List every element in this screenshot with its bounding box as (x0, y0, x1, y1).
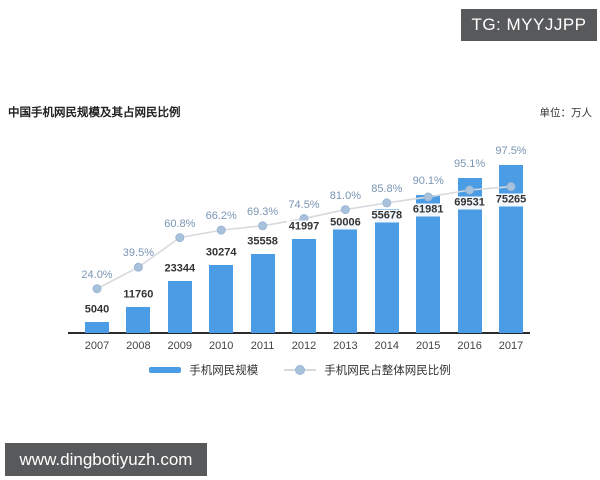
line-point-2013 (340, 205, 350, 215)
bar-2009 (167, 280, 192, 333)
bar-2015 (416, 194, 441, 333)
x-tick-2016: 2016 (457, 340, 482, 352)
chart-title: 中国手机网民规模及其占网民比例 (8, 107, 181, 119)
legend-item-bar-series: 手机网民规模 (149, 362, 258, 378)
x-axis-line (68, 332, 530, 334)
bar-2012 (292, 239, 316, 333)
bar-2007 (85, 321, 109, 333)
line-point-2010 (216, 225, 226, 235)
bar-2011 (250, 253, 275, 333)
line-point-2016 (465, 185, 475, 195)
percent-label-2011: 69.3% (246, 205, 279, 218)
bar-2010 (209, 265, 234, 333)
line-point-2017 (506, 182, 516, 192)
legend-line-label: 手机网民占整体网民比例 (324, 365, 451, 377)
x-tick-2013: 2013 (333, 340, 358, 352)
bar-series-swatch-icon (149, 367, 182, 373)
bar-2014 (374, 208, 399, 333)
x-tick-2008: 2008 (126, 340, 151, 352)
line-point-2011 (258, 221, 268, 231)
percent-label-2014: 85.8% (371, 182, 403, 195)
percent-label-2009: 60.8% (164, 217, 196, 230)
value-label-2015: 61981 (410, 203, 446, 217)
percent-label-2008: 39.5% (122, 247, 154, 260)
percent-label-2012: 74.5% (288, 198, 320, 211)
percent-label-2016: 95.1% (453, 157, 486, 170)
value-label-2012: 41997 (286, 220, 322, 234)
x-tick-2009: 2009 (167, 340, 193, 352)
x-tick-2014: 2014 (374, 340, 400, 352)
value-label-2014: 55678 (369, 209, 405, 223)
value-label-2016: 69531 (452, 196, 487, 210)
line-series-dot-icon (295, 365, 306, 375)
value-label-2008: 11760 (121, 288, 156, 302)
line-point-2007 (92, 284, 102, 294)
x-tick-2017: 2017 (498, 340, 524, 352)
percent-label-2015: 90.1% (412, 174, 444, 187)
value-label-2011: 35558 (245, 235, 280, 249)
bar-2017 (499, 165, 523, 333)
bar-2013 (333, 221, 358, 333)
line-point-2008 (133, 262, 143, 272)
value-label-2010: 30274 (203, 246, 239, 260)
unit-label: 单位：万人 (539, 107, 593, 119)
line-point-2015 (423, 192, 433, 202)
value-label-2007: 5040 (82, 303, 112, 317)
value-label-2009: 23344 (162, 262, 198, 276)
x-tick-2015: 2015 (415, 340, 441, 352)
x-tick-2007: 2007 (84, 340, 110, 352)
x-tick-2010: 2010 (208, 340, 234, 352)
line-point-2014 (382, 198, 392, 208)
x-tick-2012: 2012 (291, 340, 317, 352)
x-tick-2011: 2011 (250, 340, 275, 352)
percent-label-2013: 81.0% (329, 189, 361, 202)
value-label-2013: 50006 (328, 216, 363, 230)
legend-item-line-series: 手机网民占整体网民比例 (284, 362, 451, 378)
percent-label-2017: 97.5% (495, 145, 527, 157)
legend: 手机网民规模 手机网民占整体网民比例 (0, 360, 600, 380)
percent-label-2007: 24.0% (81, 268, 113, 281)
legend-bar-label: 手机网民规模 (189, 365, 259, 377)
website-badge: www.dingbotiyuzh.com (5, 443, 207, 476)
value-label-2017: 75265 (493, 193, 529, 207)
tg-badge: TG: MYYJJPP (461, 9, 597, 41)
line-series-swatch-icon (284, 365, 317, 375)
bar-2008 (126, 306, 151, 333)
line-point-2009 (175, 233, 185, 243)
percent-label-2010: 66.2% (205, 210, 237, 223)
